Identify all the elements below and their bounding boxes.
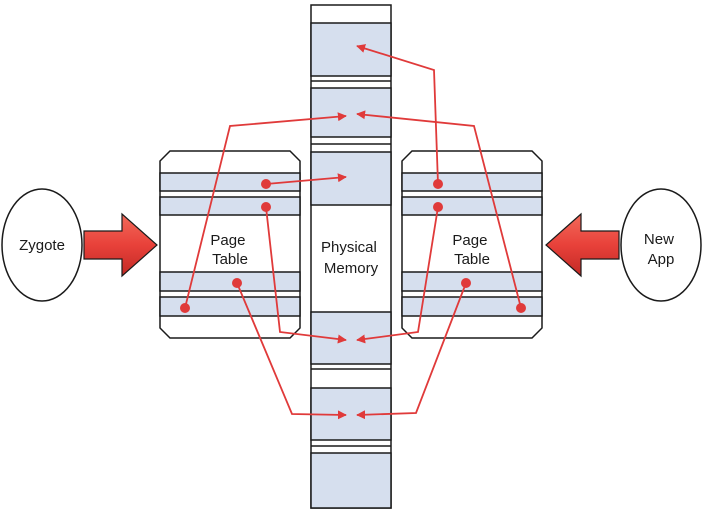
pointer-dot bbox=[180, 303, 190, 313]
memory-page bbox=[310, 22, 392, 77]
mapping-arrow bbox=[265, 173, 347, 185]
mapping-arrow bbox=[356, 282, 467, 420]
mapping-dots bbox=[180, 179, 526, 313]
mapping-arrow bbox=[356, 44, 439, 185]
mapping-arrow bbox=[236, 282, 347, 420]
zygote-label: Zygote bbox=[19, 237, 65, 254]
mapping-arrow bbox=[265, 206, 347, 344]
pointer-dot bbox=[516, 303, 526, 313]
zygote-block-arrow bbox=[83, 212, 158, 278]
zygote-process: Zygote bbox=[1, 188, 83, 302]
pointer-dot bbox=[261, 179, 271, 189]
left-table-label: Page Table bbox=[210, 232, 249, 268]
mapping-arrows bbox=[184, 44, 522, 420]
mapping-arrow bbox=[356, 206, 439, 344]
memory-label: Physical Memory bbox=[321, 239, 381, 277]
pointer-dot bbox=[433, 202, 443, 212]
mapping-arrow bbox=[184, 112, 347, 309]
physical-memory: Physical Memory bbox=[310, 4, 392, 509]
right-table-label: Page Table bbox=[452, 232, 491, 268]
new-app-block-arrow bbox=[545, 212, 620, 278]
pointer-dot bbox=[232, 278, 242, 288]
memory-page bbox=[310, 452, 392, 509]
pointer-dot bbox=[433, 179, 443, 189]
memory-page bbox=[310, 87, 392, 138]
mapping-arrow bbox=[356, 110, 522, 309]
new-app-label: New App bbox=[644, 231, 678, 268]
new-app-process: New App bbox=[620, 188, 702, 302]
pointer-dot bbox=[261, 202, 271, 212]
pointer-dot bbox=[461, 278, 471, 288]
